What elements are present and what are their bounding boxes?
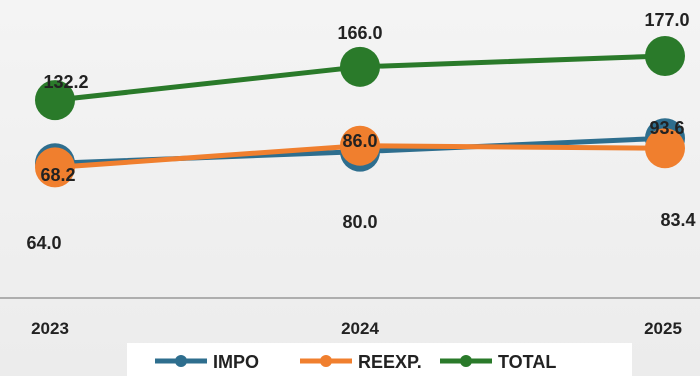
- x-tick-label: 2024: [341, 319, 379, 338]
- legend: IMPO REEXP. TOTAL: [155, 352, 556, 372]
- legend-label: TOTAL: [498, 352, 556, 372]
- legend-box: [127, 343, 632, 376]
- data-label-total-2025: 177.0: [644, 10, 689, 30]
- point-total-2024: [340, 46, 380, 87]
- data-label-reexp-2023: 64.0: [26, 233, 61, 253]
- point-reexp-2024: [340, 125, 380, 166]
- legend-item-impo: IMPO: [155, 352, 259, 372]
- data-label-reexp-2025: 83.4: [660, 210, 695, 230]
- legend-label: REEXP.: [358, 352, 422, 372]
- point-reexp-2023: [35, 147, 75, 188]
- x-tick-label: 2025: [644, 319, 682, 338]
- point-reexp-2025: [645, 128, 685, 169]
- data-label-impo-2024: 80.0: [342, 212, 377, 232]
- data-label-impo-2025: 93.6: [649, 118, 684, 138]
- legend-swatch-marker: [320, 355, 332, 367]
- legend-swatch-marker: [175, 355, 187, 367]
- point-total-2025: [645, 35, 685, 76]
- x-tick-label: 2023: [31, 319, 69, 338]
- data-label-reexp-2024: 86.0: [342, 131, 377, 151]
- data-label-impo-2023: 68.2: [40, 165, 75, 185]
- data-label-total-2023: 132.2: [43, 72, 88, 92]
- point-total-2023: [35, 80, 75, 121]
- x-tick-labels: 2023 2024 2025: [31, 319, 682, 338]
- data-label-total-2024: 166.0: [337, 23, 382, 43]
- series-layer: [35, 35, 685, 188]
- data-labels: 68.2 80.0 93.6 64.0 86.0 83.4 132.2 166.0 177.0: [26, 10, 695, 253]
- legend-item-reexp: REEXP.: [300, 352, 422, 372]
- legend-item-total: TOTAL: [440, 352, 556, 372]
- legend-label: IMPO: [213, 352, 259, 372]
- legend-swatch-marker: [460, 355, 472, 367]
